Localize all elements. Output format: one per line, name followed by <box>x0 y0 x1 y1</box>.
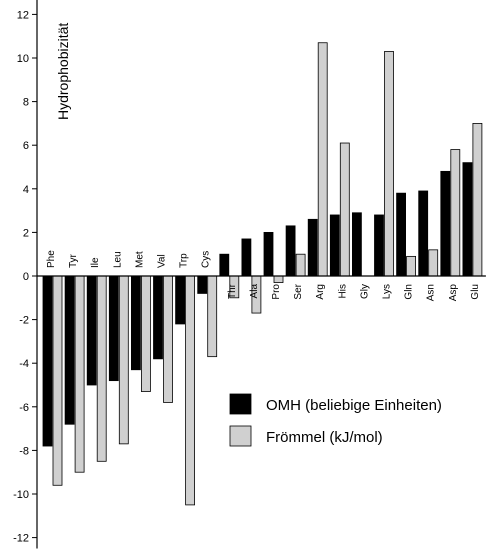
y-tick-label: -12 <box>13 533 29 545</box>
category-label-met: Met <box>134 251 145 268</box>
legend-swatch-omh <box>229 393 252 415</box>
y-tick-label: 0 <box>23 271 29 283</box>
bar-froemmel-his <box>339 142 350 277</box>
y-tick-label: 4 <box>23 184 29 196</box>
bar-omh-glu <box>462 162 473 277</box>
y-tick-label: -6 <box>19 402 29 414</box>
bar-omh-pro <box>263 231 274 277</box>
category-label-gly: Gly <box>359 284 370 299</box>
y-tick-label: -4 <box>19 358 29 370</box>
bar-froemmel-pro <box>273 275 284 283</box>
category-label-lys: Lys <box>382 284 393 299</box>
category-label-gln: Gln <box>404 284 415 300</box>
bar-omh-arg <box>307 218 318 277</box>
bar-froemmel-phe <box>52 275 63 486</box>
y-tick-label: 10 <box>17 53 29 65</box>
category-label-thr: Thr <box>227 283 238 299</box>
bar-omh-leu <box>108 275 119 382</box>
category-label-ala: Ala <box>249 284 260 299</box>
category-label-tyr: Tyr <box>68 253 79 268</box>
category-label-trp: Trp <box>179 253 190 268</box>
y-axis-title: Hydrophobizität <box>55 23 71 120</box>
bar-omh-asn <box>418 190 429 277</box>
category-label-ile: Ile <box>90 257 101 268</box>
bar-froemmel-trp <box>185 275 196 506</box>
bar-omh-gln <box>396 192 407 277</box>
bar-omh-ile <box>86 275 97 386</box>
category-label-his: His <box>337 284 348 298</box>
y-tick-label: -2 <box>19 315 29 327</box>
legend: OMH (beliebige Einheiten) Frömmel (kJ/mo… <box>229 393 442 447</box>
bar-froemmel-leu <box>118 275 129 445</box>
bar-omh-cys <box>197 275 208 294</box>
bar-froemmel-met <box>140 275 151 392</box>
bar-omh-tyr <box>64 275 75 425</box>
bar-omh-ser <box>285 225 296 277</box>
legend-swatch-froemmel <box>229 425 252 447</box>
category-label-leu: Leu <box>112 251 123 268</box>
bar-omh-met <box>130 275 141 371</box>
category-label-pro: Pro <box>271 284 282 300</box>
bar-omh-his <box>329 214 340 277</box>
category-label-asp: Asp <box>448 284 459 302</box>
bar-froemmel-lys <box>384 51 394 277</box>
bar-omh-trp <box>175 275 186 325</box>
y-tick-label: 6 <box>23 140 29 152</box>
category-label-arg: Arg <box>315 284 326 300</box>
bar-froemmel-gln <box>406 255 417 277</box>
category-label-cys: Cys <box>201 251 212 268</box>
category-labels: Phe Tyr Ile Leu Met Val Trp Cys Thr Ala Pro Ser Arg H… <box>46 250 481 301</box>
bar-omh-val <box>153 275 163 360</box>
y-axis: -12 -10 -8 -6 -4 -2 0 2 4 6 8 10 12 <box>13 0 486 549</box>
category-label-asn: Asn <box>426 284 437 301</box>
bar-froemmel-tyr <box>74 275 85 473</box>
bar-omh-lys <box>374 214 384 277</box>
bars-layer <box>42 42 483 506</box>
category-label-val: Val <box>157 254 168 268</box>
category-label-glu: Glu <box>470 284 481 300</box>
bar-froemmel-ile <box>96 275 107 462</box>
bar-froemmel-asn <box>428 249 439 277</box>
bar-froemmel-asp <box>450 149 461 277</box>
legend-label-froemmel: Frömmel (kJ/mol) <box>266 429 383 446</box>
y-tick-label: 2 <box>23 227 29 239</box>
y-tick-label: 8 <box>23 97 29 109</box>
y-tick-label: -10 <box>13 489 29 501</box>
category-label-ser: Ser <box>293 283 304 299</box>
bar-froemmel-val <box>163 275 173 403</box>
bar-omh-asp <box>440 170 451 277</box>
y-tick-label: 12 <box>17 9 29 21</box>
bar-froemmel-arg <box>317 42 328 277</box>
legend-label-omh: OMH (beliebige Einheiten) <box>266 397 442 414</box>
bar-omh-thr <box>219 253 230 277</box>
category-label-phe: Phe <box>46 250 57 268</box>
bar-omh-phe <box>42 275 53 447</box>
bar-froemmel-ser <box>295 253 306 277</box>
bar-froemmel-glu <box>472 123 483 277</box>
bar-omh-ala <box>241 238 252 277</box>
bar-omh-gly <box>351 212 362 277</box>
y-tick-label: -8 <box>19 445 29 457</box>
bar-froemmel-cys <box>207 275 218 358</box>
